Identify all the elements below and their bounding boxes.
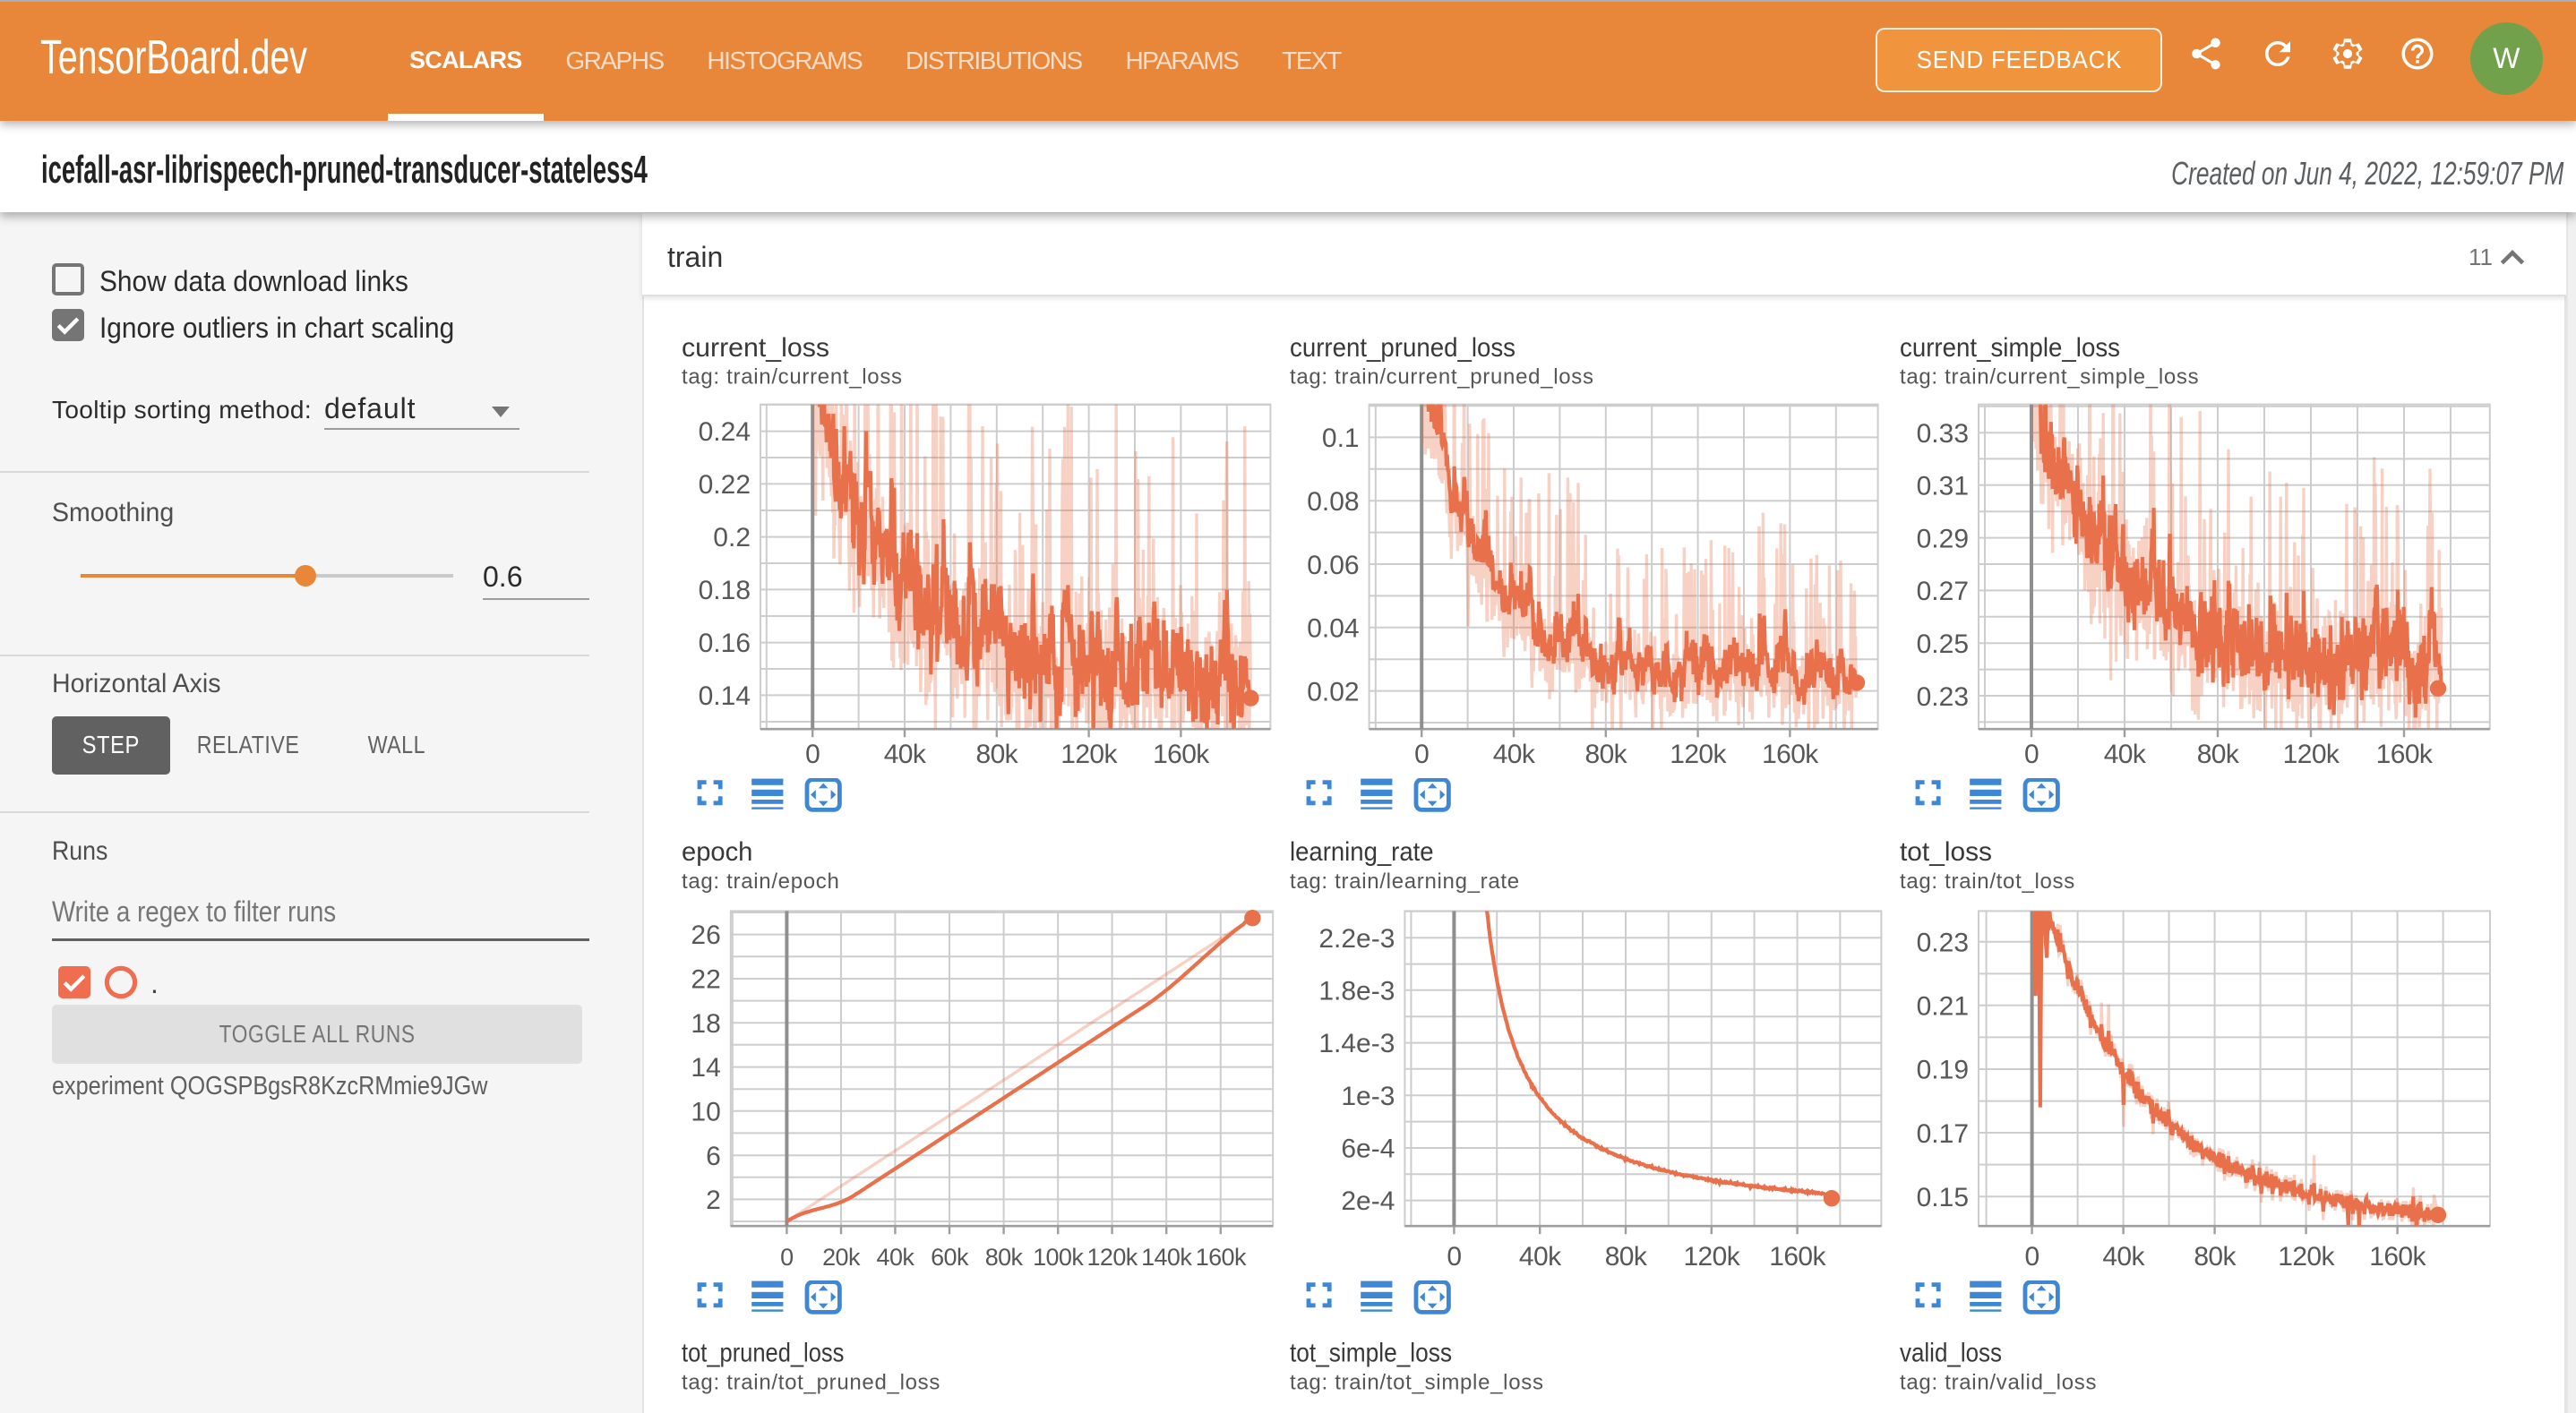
svg-text:1e-3: 1e-3 bbox=[1342, 1082, 1395, 1111]
svg-text:40k: 40k bbox=[876, 1244, 914, 1271]
svg-text:current_loss: current_loss bbox=[682, 332, 829, 362]
svg-text:tag: train/tot_simple_loss: tag: train/tot_simple_loss bbox=[1290, 1370, 1544, 1394]
svg-text:60k: 60k bbox=[931, 1244, 969, 1271]
svg-text:120k: 120k bbox=[1060, 740, 1118, 769]
svg-text:0.25: 0.25 bbox=[1917, 629, 1969, 658]
svg-text:0.2: 0.2 bbox=[713, 522, 751, 552]
svg-text:14: 14 bbox=[691, 1053, 720, 1083]
svg-text:epoch: epoch bbox=[682, 837, 752, 867]
svg-text:80k: 80k bbox=[2197, 740, 2240, 769]
svg-text:0.1: 0.1 bbox=[1322, 423, 1360, 452]
svg-text:0.29: 0.29 bbox=[1917, 524, 1969, 553]
svg-text:0: 0 bbox=[2025, 1242, 2039, 1272]
svg-text:40k: 40k bbox=[1493, 740, 1536, 769]
svg-text:120k: 120k bbox=[1684, 1242, 1741, 1272]
svg-text:tag: train/current_loss: tag: train/current_loss bbox=[682, 364, 903, 389]
svg-text:20k: 20k bbox=[822, 1244, 861, 1271]
svg-text:100k: 100k bbox=[1033, 1244, 1084, 1271]
svg-text:0: 0 bbox=[1415, 740, 1430, 769]
svg-text:40k: 40k bbox=[2102, 1242, 2145, 1272]
svg-text:tag: train/current_simple_loss: tag: train/current_simple_loss bbox=[1900, 364, 2199, 389]
svg-text:26: 26 bbox=[691, 921, 720, 950]
svg-text:80k: 80k bbox=[1585, 740, 1628, 769]
svg-text:0.21: 0.21 bbox=[1917, 991, 1969, 1021]
svg-text:0: 0 bbox=[805, 740, 820, 769]
svg-text:0.27: 0.27 bbox=[1917, 577, 1969, 606]
svg-text:40k: 40k bbox=[2104, 740, 2147, 769]
svg-text:80k: 80k bbox=[1605, 1242, 1648, 1272]
svg-text:6e-4: 6e-4 bbox=[1342, 1134, 1395, 1163]
svg-text:current_simple_loss: current_simple_loss bbox=[1900, 332, 2120, 362]
svg-text:0.33: 0.33 bbox=[1917, 418, 1969, 448]
svg-text:1.4e-3: 1.4e-3 bbox=[1319, 1029, 1395, 1058]
svg-text:160k: 160k bbox=[1153, 740, 1210, 769]
svg-text:140k: 140k bbox=[1141, 1244, 1192, 1271]
svg-text:0: 0 bbox=[780, 1244, 793, 1271]
svg-text:0.31: 0.31 bbox=[1917, 471, 1969, 501]
svg-text:0.04: 0.04 bbox=[1308, 613, 1360, 643]
svg-text:tag: train/valid_loss: tag: train/valid_loss bbox=[1900, 1370, 2097, 1394]
svg-text:2: 2 bbox=[706, 1186, 721, 1215]
svg-text:0.22: 0.22 bbox=[698, 469, 750, 499]
svg-text:learning_rate: learning_rate bbox=[1290, 837, 1434, 867]
svg-text:0: 0 bbox=[2024, 740, 2039, 769]
svg-text:80k: 80k bbox=[2194, 1242, 2237, 1272]
svg-text:tag: train/learning_rate: tag: train/learning_rate bbox=[1290, 869, 1520, 894]
svg-text:2.2e-3: 2.2e-3 bbox=[1319, 924, 1395, 954]
svg-text:160k: 160k bbox=[2369, 1242, 2426, 1272]
svg-text:120k: 120k bbox=[2278, 1242, 2335, 1272]
svg-text:0.23: 0.23 bbox=[1917, 928, 1969, 957]
svg-text:120k: 120k bbox=[1086, 1244, 1138, 1271]
svg-text:tag: train/tot_pruned_loss: tag: train/tot_pruned_loss bbox=[682, 1370, 940, 1394]
svg-text:0.23: 0.23 bbox=[1917, 681, 1969, 711]
svg-text:tag: train/current_pruned_loss: tag: train/current_pruned_loss bbox=[1290, 364, 1594, 389]
svg-text:tag: train/tot_loss: tag: train/tot_loss bbox=[1900, 869, 2075, 894]
svg-text:6: 6 bbox=[706, 1142, 721, 1171]
svg-text:1.8e-3: 1.8e-3 bbox=[1319, 976, 1395, 1006]
svg-text:22: 22 bbox=[691, 964, 720, 994]
svg-text:160k: 160k bbox=[1762, 740, 1819, 769]
svg-text:40k: 40k bbox=[1519, 1242, 1562, 1272]
svg-text:2e-4: 2e-4 bbox=[1342, 1186, 1395, 1216]
svg-text:120k: 120k bbox=[1670, 740, 1728, 769]
svg-text:160k: 160k bbox=[2376, 740, 2434, 769]
svg-text:current_pruned_loss: current_pruned_loss bbox=[1290, 332, 1516, 362]
svg-text:0.14: 0.14 bbox=[698, 681, 750, 711]
svg-text:0.15: 0.15 bbox=[1917, 1183, 1969, 1212]
svg-text:0.16: 0.16 bbox=[698, 629, 750, 658]
svg-text:160k: 160k bbox=[1195, 1244, 1246, 1271]
svg-text:tot_loss: tot_loss bbox=[1900, 837, 1992, 867]
svg-text:160k: 160k bbox=[1770, 1242, 1827, 1272]
svg-text:0.17: 0.17 bbox=[1917, 1119, 1969, 1149]
svg-text:valid_loss: valid_loss bbox=[1900, 1339, 2002, 1368]
svg-text:18: 18 bbox=[691, 1009, 720, 1039]
svg-text:120k: 120k bbox=[2283, 740, 2340, 769]
svg-text:80k: 80k bbox=[975, 740, 1018, 769]
svg-text:0.02: 0.02 bbox=[1308, 677, 1360, 706]
svg-text:0.08: 0.08 bbox=[1308, 486, 1360, 516]
svg-text:80k: 80k bbox=[984, 1244, 1023, 1271]
svg-text:10: 10 bbox=[691, 1097, 720, 1126]
svg-text:0.06: 0.06 bbox=[1308, 550, 1360, 579]
svg-text:0.24: 0.24 bbox=[698, 416, 750, 446]
svg-text:tag: train/epoch: tag: train/epoch bbox=[682, 869, 840, 894]
svg-text:tot_simple_loss: tot_simple_loss bbox=[1290, 1339, 1452, 1368]
svg-text:0.18: 0.18 bbox=[698, 576, 750, 605]
svg-text:tot_pruned_loss: tot_pruned_loss bbox=[682, 1339, 844, 1368]
svg-text:40k: 40k bbox=[883, 740, 926, 769]
svg-text:0: 0 bbox=[1447, 1242, 1462, 1272]
svg-text:0.19: 0.19 bbox=[1917, 1055, 1969, 1084]
